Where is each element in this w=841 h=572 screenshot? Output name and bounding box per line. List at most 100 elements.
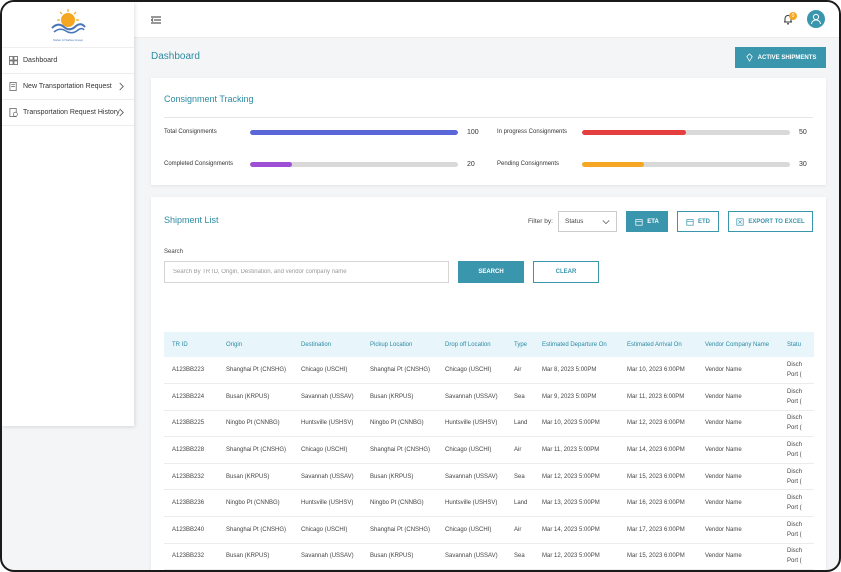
avatar[interactable] [807,10,825,28]
calendar-icon [635,218,643,226]
company-logo[interactable]: Naher Al Safwa Group [48,8,88,42]
table-cell: Shanghai Pt (CNSHG) [226,526,287,533]
sidebar-item-request-history[interactable]: Transportation Request History [2,100,134,126]
table-cell: Disch Port ( [787,362,803,379]
column-header[interactable]: Statu [787,341,802,348]
table-cell: Chicago (USCHI) [445,526,492,533]
table-cell: Chicago (USCHI) [301,447,348,454]
status-filter-select[interactable]: Status [558,211,617,232]
table-cell: Shanghai Pt (CNSHG) [226,367,287,374]
table-cell: Chicago (USCHI) [445,447,492,454]
table-row[interactable]: A123BB232 Busan (KRPUS) Savannah (USSAV) Bu… [164,543,814,570]
table-cell: Mar 10, 2023 6:00PM [627,367,685,374]
search-input[interactable] [164,261,449,283]
table-cell: A123BB232 [172,473,205,480]
table-cell: A123BB224 [172,393,205,400]
table-cell: Disch Port ( [787,388,803,405]
column-header[interactable]: Vendor Company Name [705,341,770,348]
table-cell: Mar 11, 2023 5:00PM [542,447,600,454]
table-cell: Busan (KRPUS) [370,393,414,400]
menu-toggle-icon[interactable] [150,14,162,26]
table-cell: Busan (KRPUS) [370,473,414,480]
table-cell: Ningbo Pt (CNNBG) [370,420,424,427]
table-cell: Disch Port ( [787,468,803,485]
table-cell: Savannah (USSAV) [301,393,354,400]
table-cell: Land [514,420,528,427]
table-row[interactable]: A123BB225 Ningbo Pt (CNNBG) Huntsville (US… [164,410,814,437]
table-cell: Mar 14, 2023 5:00PM [542,526,600,533]
column-header[interactable]: Estimated Arrival On [627,341,682,348]
new-request-icon [9,82,17,91]
table-cell: Shanghai Pt (CNSHG) [226,447,287,454]
sidebar-item-dashboard[interactable]: Dashboard [2,48,134,74]
column-header[interactable]: Drop off Location [445,341,491,348]
card-title: Consignment Tracking [164,94,254,104]
table-cell: A123BB232 [172,553,205,560]
table-cell: Mar 12, 2023 5:00PM [542,553,600,560]
dashboard-icon [9,56,18,65]
progress-bar-completed [250,162,458,167]
table-cell: Shanghai Pt (CNSHG) [370,367,431,374]
active-shipments-button[interactable]: ACTIVE SHIPMENTS [735,47,826,68]
table-cell: Chicago (USCHI) [301,526,348,533]
export-excel-button[interactable]: EXPORT TO EXCEL [728,211,813,232]
table-cell: Mar 10, 2023 5:00PM [542,420,600,427]
chevron-down-icon [602,220,610,225]
table-cell: Savannah (USSAV) [301,553,354,560]
table-cell: Vendor Name [705,393,742,400]
table-cell: Vendor Name [705,367,742,374]
shipment-table: TR ID Origin Destination Pickup Location Dro… [164,332,814,570]
user-icon [811,13,821,25]
column-header[interactable]: TR ID [172,341,188,348]
table-header-row: TR ID Origin Destination Pickup Location Dro… [164,332,814,357]
eta-button[interactable]: ETA [626,211,668,232]
history-icon [9,108,18,117]
table-cell: A123BB236 [172,500,205,507]
search-button[interactable]: SEARCH [458,261,524,283]
column-header[interactable]: Estimated Departure On [542,341,607,348]
table-cell: Mar 16, 2023 6:00PM [627,500,685,507]
sidebar: Naher Al Safwa Group Dashboard New Trans… [2,2,134,426]
chevron-right-icon [119,108,124,117]
column-header[interactable]: Destination [301,341,332,348]
table-cell: Vendor Name [705,500,742,507]
table-row[interactable]: A123BB224 Busan (KRPUS) Savannah (USSAV) Bu… [164,384,814,411]
sidebar-item-label: Transportation Request History [23,109,120,116]
table-row[interactable]: A123BB228 Shanghai Pt (CNSHG) Chicago (USC… [164,437,814,464]
logo-text: Naher Al Safwa Group [53,37,83,42]
table-cell: Shanghai Pt (CNSHG) [370,447,431,454]
active-shipments-label: ACTIVE SHIPMENTS [757,54,817,61]
table-cell: Busan (KRPUS) [226,473,270,480]
table-row[interactable]: A123BB223 Shanghai Pt (CNSHG) Chicago (USC… [164,357,814,384]
table-cell: Disch Port ( [787,495,803,512]
metric-value: 50 [799,129,807,136]
metric-value: 20 [467,161,475,168]
table-row[interactable]: A123BB236 Ningbo Pt (CNNBG) Huntsville (US… [164,490,814,517]
table-cell: A123BB240 [172,526,205,533]
column-header[interactable]: Pickup Location [370,341,413,348]
table-row[interactable]: A123BB240 Shanghai Pt (CNSHG) Chicago (USC… [164,517,814,544]
divider [164,117,813,118]
etd-label: ETD [698,218,710,225]
table-cell: Mar 17, 2023 6:00PM [627,526,685,533]
shipment-icon [746,53,753,62]
table-cell: Disch Port ( [787,521,803,538]
table-cell: Ningbo Pt (CNNBG) [226,420,280,427]
table-cell: Mar 8, 2023 5:00PM [542,367,597,374]
notification-badge: 0 [789,12,797,20]
clear-button[interactable]: CLEAR [533,261,599,283]
excel-icon [736,217,744,226]
sidebar-item-label: New Transportation Request [23,83,112,90]
column-header[interactable]: Origin [226,341,243,348]
calendar-icon [686,218,694,226]
table-row[interactable]: A123BB232 Busan (KRPUS) Savannah (USSAV) Bu… [164,463,814,490]
progress-fill [582,162,645,167]
card-title: Shipment List [164,215,219,225]
table-cell: Busan (KRPUS) [226,553,270,560]
sidebar-item-new-request[interactable]: New Transportation Request [2,74,134,100]
column-header[interactable]: Type [514,341,528,348]
etd-button[interactable]: ETD [677,211,719,232]
metric-value: 100 [467,129,479,136]
consignment-tracking-card: Consignment Tracking Total Consignments … [151,78,826,185]
table-cell: Mar 12, 2023 6:00PM [627,420,685,427]
